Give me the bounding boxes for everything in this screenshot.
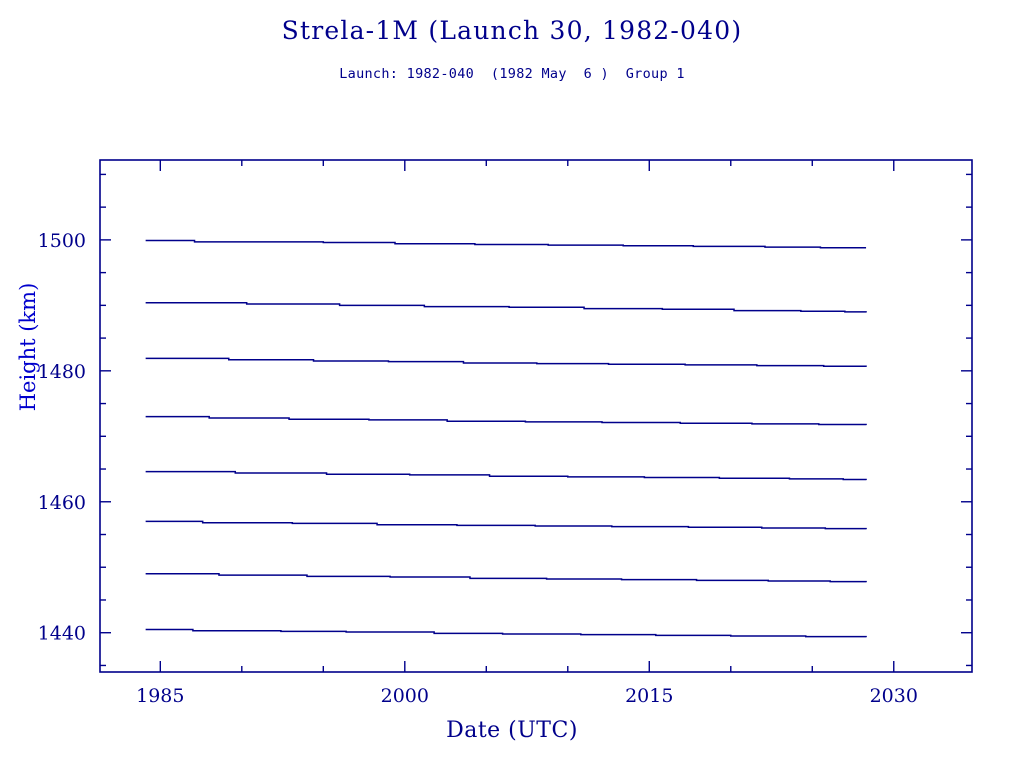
data-series-line (145, 470, 867, 481)
plot-border (99, 159, 973, 673)
y-tick-label: 1460 (38, 492, 86, 514)
chart-title: Strela-1M (Launch 30, 1982-040) (281, 16, 743, 45)
data-series-line (145, 628, 867, 638)
data-series-line (145, 301, 867, 313)
x-tick-label: 2000 (381, 685, 429, 707)
data-series-line (145, 573, 867, 583)
data-series-line (145, 415, 867, 426)
x-tick-label: 2030 (870, 685, 918, 707)
data-series-group (145, 239, 867, 638)
data-series-line (145, 239, 867, 249)
y-tick-label: 1440 (38, 623, 86, 645)
y-tick-label: 1500 (38, 230, 86, 252)
chart-subtitle: Launch: 1982-040 (1982 May 6 ) Group 1 (339, 66, 685, 82)
x-tick-label: 2015 (625, 685, 673, 707)
x-axis-label: Date (UTC) (446, 718, 578, 743)
x-tick-label: 1985 (136, 685, 184, 707)
data-series-line (145, 520, 867, 530)
axis-ticks (100, 160, 972, 672)
y-axis-label: Height (km) (16, 282, 40, 412)
axis-tick-labels: 1985 2000 2015 2030 1440 1460 1480 1500 (38, 230, 918, 707)
data-series-line (145, 357, 867, 367)
plot-frame (99, 159, 973, 673)
y-tick-label: 1480 (38, 361, 86, 383)
